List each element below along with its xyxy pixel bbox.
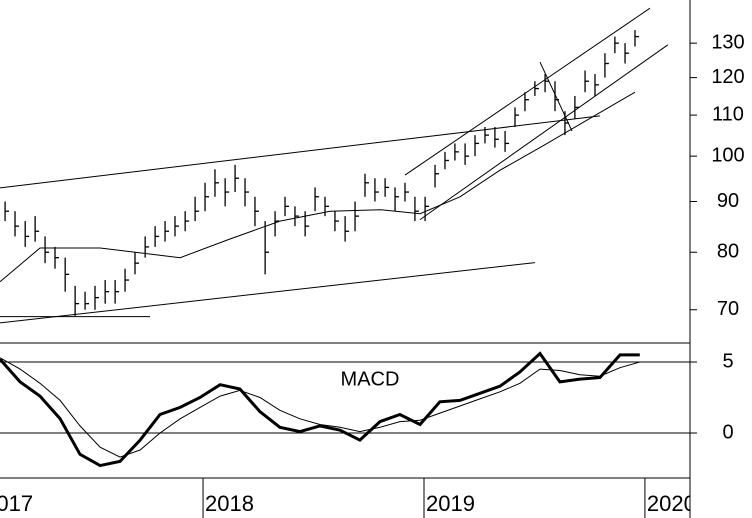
y-tick-label: 80 [717, 241, 739, 263]
y-tick-label: 5 [722, 350, 733, 372]
x-tick-label: 2018 [205, 491, 254, 516]
y-tick-label: 70 [717, 298, 739, 320]
plot: 2017 2018 2019 2020 [0, 7, 696, 518]
y-tick-label: 130 [711, 31, 744, 53]
trendline [419, 44, 669, 221]
x-tick-label: 2019 [426, 491, 475, 516]
trendline [539, 61, 573, 132]
y-tick-label: 100 [711, 144, 744, 166]
x-tick-label: 2020 [647, 491, 696, 516]
y-tick-label: 120 [711, 66, 744, 88]
y-tick-label: 90 [717, 190, 739, 212]
y-tick-label: 0 [722, 421, 733, 443]
trendline [0, 115, 600, 189]
trendline [0, 262, 535, 324]
moving-average [0, 91, 636, 283]
macd-line [0, 357, 640, 458]
macd-line [0, 351, 640, 468]
y-tick-label: 110 [712, 103, 744, 125]
macd-label: MACD [341, 368, 400, 390]
trendline [404, 7, 651, 176]
x-tick-label: 2017 [0, 491, 33, 516]
